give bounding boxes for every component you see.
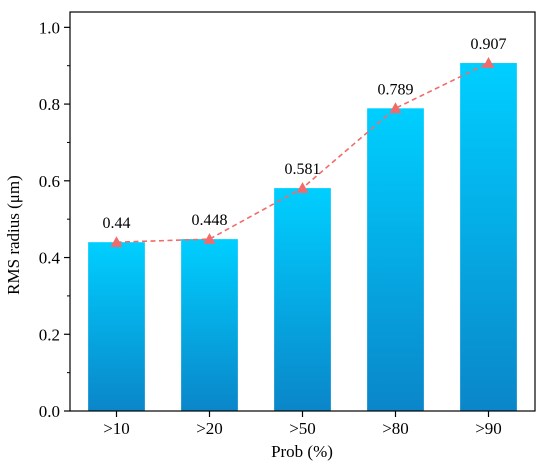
bar-3 <box>367 108 424 411</box>
y-axis-title: RMS radius (μm) <box>4 175 23 295</box>
trend-marker-2 <box>296 182 309 193</box>
x-tick-label-0: >10 <box>103 419 130 438</box>
bars-layer <box>88 63 517 411</box>
x-tick-label-4: >90 <box>475 419 502 438</box>
value-label-4: 0.907 <box>471 36 507 53</box>
trend-marker-3 <box>389 102 402 114</box>
y-tick-label-0: 0.0 <box>39 402 60 421</box>
trend-marker-1 <box>203 233 216 244</box>
y-tick-label-5: 1.0 <box>39 18 60 37</box>
bar-2 <box>274 188 331 411</box>
bar-4 <box>460 63 517 411</box>
value-label-3: 0.789 <box>378 81 414 98</box>
y-tick-label-2: 0.4 <box>39 249 61 268</box>
y-tick-label-4: 0.8 <box>39 95 60 114</box>
value-label-2: 0.581 <box>285 161 321 178</box>
axes-layer: 0.0 0.2 0.4 0.6 0.8 1.0 >10 >20 >50 >80 >90 <box>39 11 536 438</box>
value-label-0: 0.44 <box>103 215 131 232</box>
x-tick-label-2: >50 <box>289 419 316 438</box>
trend-marker-4 <box>482 57 495 68</box>
value-label-1: 0.448 <box>192 212 228 229</box>
bar-0 <box>88 242 145 411</box>
y-tick-label-3: 0.6 <box>39 172 60 191</box>
y-tick-label-1: 0.2 <box>39 325 60 344</box>
x-axis-title: Prob (%) <box>271 442 333 461</box>
x-tick-label-3: >80 <box>382 419 409 438</box>
x-tick-label-1: >20 <box>196 419 223 438</box>
trend-marker-0 <box>110 236 123 247</box>
bar-1 <box>181 239 238 411</box>
data-labels-layer: 0.44 0.448 0.581 0.789 0.907 <box>103 36 507 232</box>
trend-line-layer <box>110 57 495 247</box>
